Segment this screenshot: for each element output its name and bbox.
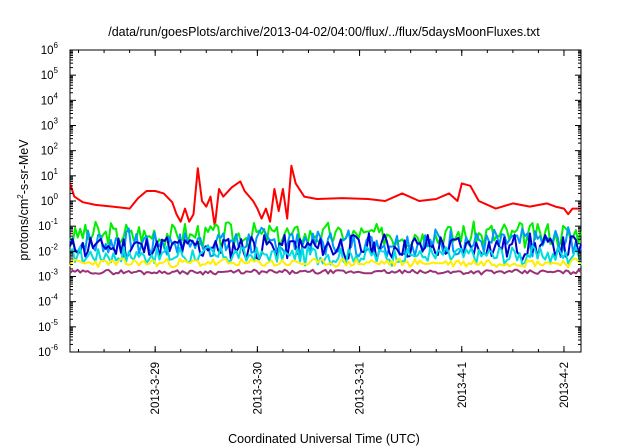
- y-tick-exponent: -1: [51, 217, 59, 226]
- y-tick-label: 103: [41, 117, 59, 133]
- y-tick-label: 102: [41, 142, 59, 158]
- chart-title: /data/run/goesPlots/archive/2013-04-02/0…: [108, 25, 540, 39]
- y-tick-exponent: -5: [51, 318, 59, 327]
- x-tick-label: 2013-3-30: [252, 362, 264, 414]
- y-tick-exponent: 6: [54, 41, 59, 50]
- y-tick-label: 104: [41, 91, 59, 107]
- y-tick-exponent: -6: [51, 343, 59, 352]
- y-tick-exponent: 2: [54, 142, 59, 151]
- y-tick-base: 10: [41, 146, 54, 158]
- y-tick-label: 10-1: [38, 217, 58, 233]
- y-axis-label: protons/cm2-s-sr-MeV: [16, 139, 31, 261]
- y-tick-label: 101: [41, 167, 59, 183]
- y-axis-label-prefix: protons/cm: [17, 199, 31, 261]
- y-tick-base: 10: [41, 70, 54, 82]
- y-tick-base: 10: [41, 95, 54, 107]
- x-axis: 2013-3-29 2013-3-30 2013-3-31 2013-4-1 2013-…: [78, 50, 571, 414]
- series-line-1: [69, 164, 581, 228]
- y-tick-base: 10: [41, 121, 54, 133]
- y-tick-base: 10: [38, 272, 51, 284]
- y-tick-exponent: 5: [54, 66, 59, 75]
- series-line-4: [69, 232, 582, 262]
- y-tick-label: 10-3: [38, 268, 58, 284]
- y-tick-label: 10-5: [38, 318, 58, 334]
- series-line-7: [69, 268, 582, 276]
- y-tick-base: 10: [41, 196, 54, 208]
- x-axis-label: Coordinated Universal Time (UTC): [228, 432, 420, 446]
- y-tick-base: 10: [38, 221, 51, 233]
- y-tick-base: 10: [41, 45, 54, 57]
- y-tick-base: 10: [38, 246, 51, 258]
- y-tick-base: 10: [38, 347, 51, 359]
- y-tick-label: 10-6: [38, 343, 58, 359]
- y-tick-label: 105: [41, 66, 59, 82]
- y-tick-base: 10: [38, 297, 51, 309]
- y-tick-label: 10-4: [38, 293, 58, 309]
- y-tick-label: 106: [41, 41, 59, 57]
- x-tick-label: 2013-4-1: [457, 362, 469, 408]
- y-tick-exponent: 1: [54, 167, 59, 176]
- series-layer: [69, 164, 582, 276]
- y-tick-exponent: -4: [51, 293, 59, 302]
- y-axis-label-sup: 2: [16, 194, 25, 199]
- plot-area: [69, 49, 582, 353]
- series-line-5: [69, 244, 582, 267]
- y-axis-label-suffix: -s-sr-MeV: [17, 139, 31, 195]
- y-tick-base: 10: [38, 322, 51, 334]
- y-tick-exponent: 0: [54, 192, 59, 201]
- y-tick-exponent: 3: [54, 117, 59, 126]
- x-tick-label: 2013-3-29: [150, 362, 162, 414]
- y-tick-exponent: -3: [51, 268, 59, 277]
- y-tick-exponent: -2: [51, 242, 59, 251]
- x-tick-label: 2013-3-31: [355, 362, 367, 414]
- series-line-6: [69, 257, 582, 269]
- y-tick-exponent: 4: [54, 91, 59, 100]
- y-tick-base: 10: [41, 171, 54, 183]
- plot-frame: [69, 49, 582, 353]
- y-tick-label: 100: [41, 192, 59, 208]
- y-axis: 10-610-510-410-310-210-11001011021031041…: [38, 41, 581, 359]
- series-line-3: [69, 226, 582, 259]
- y-tick-label: 10-2: [38, 242, 58, 258]
- x-tick-label: 2013-4-2: [559, 362, 571, 408]
